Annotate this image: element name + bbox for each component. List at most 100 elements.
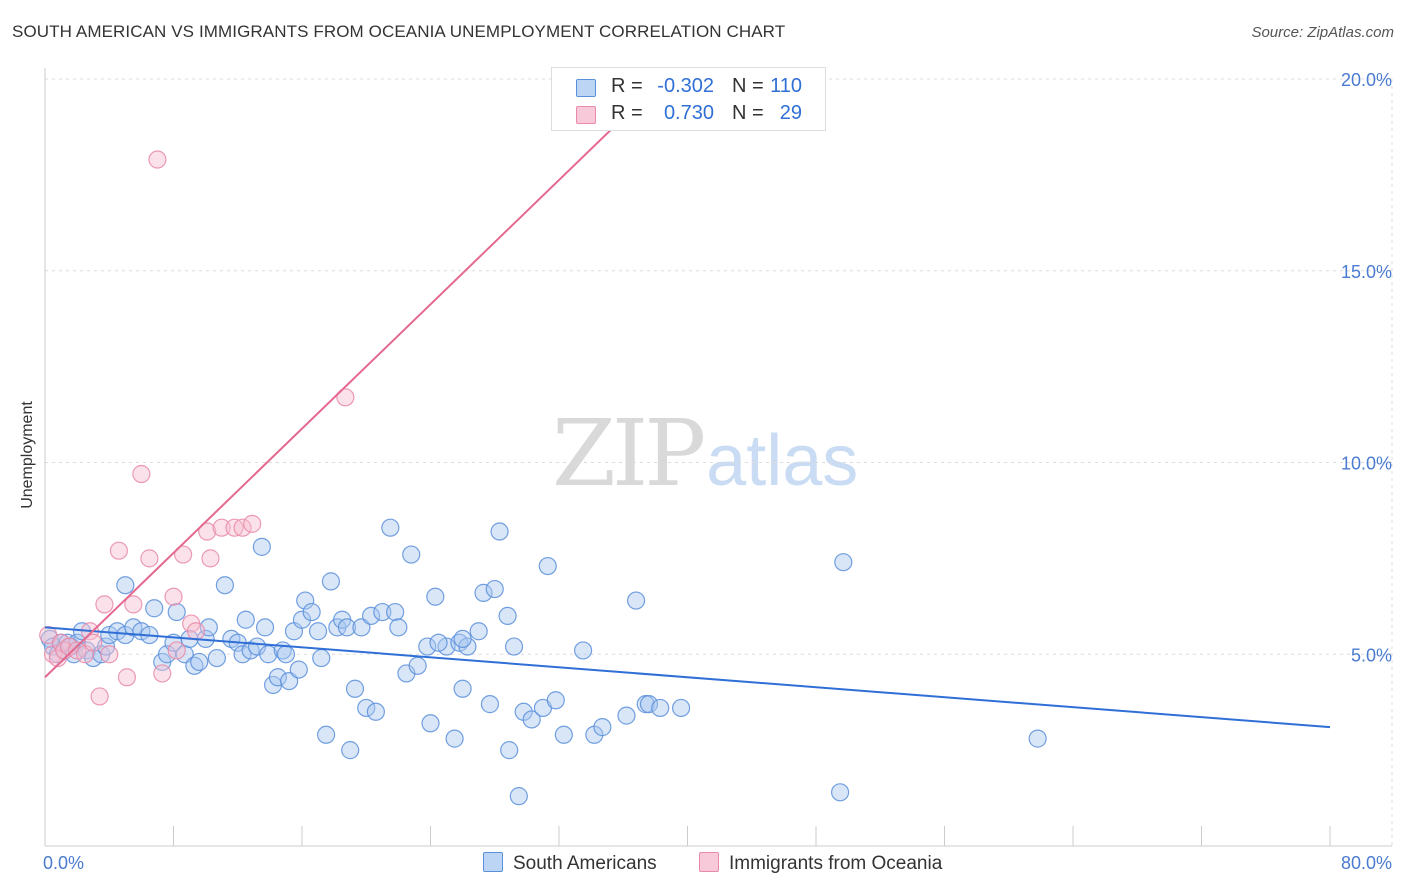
oceania-point (164, 587, 183, 606)
legend-r-value: -0.302 (657, 75, 714, 97)
bottom-legend-oceania: Immigrants from Oceania (699, 852, 942, 875)
south-american-point (381, 518, 400, 537)
south-american-point (157, 645, 177, 664)
south-american-point (671, 698, 691, 718)
oceania-point (109, 541, 128, 560)
south-american-point (321, 572, 341, 591)
legend-r-value: 0.730 (663, 102, 714, 124)
south-american-point (289, 660, 308, 679)
south-american-point (215, 576, 234, 595)
bottom-legend-south-americans: South Americans (483, 852, 657, 875)
south-american-point (418, 637, 437, 656)
oceania-point (212, 518, 231, 537)
axis-layer (44, 68, 1392, 847)
south-american-point (509, 787, 528, 806)
south-american-point (498, 606, 517, 626)
south-american-point (252, 537, 271, 556)
south-american-point (639, 695, 659, 714)
south-american-point (389, 618, 408, 637)
south-american-point (207, 648, 226, 668)
points-layer (39, 96, 1047, 806)
south-american-point (167, 602, 186, 622)
oceania-point (233, 518, 252, 537)
trend-layer (44, 78, 1331, 729)
y-tick-label: 20.0% (1341, 70, 1392, 90)
oceania-point (174, 545, 193, 564)
south-american-point (573, 641, 593, 660)
oceania-point (153, 664, 172, 683)
south-american-point (292, 610, 312, 629)
bottom-legend-swatch-pink (699, 852, 719, 872)
oceania-point (95, 595, 114, 614)
legend-swatch-blue (576, 79, 596, 97)
south-american-point (268, 668, 288, 687)
oceania-point (148, 150, 167, 169)
y-tick-label: 5.0% (1351, 645, 1392, 665)
south-american-point (490, 522, 509, 541)
legend-n-value: 29 (779, 102, 802, 124)
south-american-point (485, 579, 504, 599)
oceania-point (90, 687, 109, 706)
south-american-point (834, 553, 853, 572)
south-american-point (402, 545, 421, 564)
south-american-point (546, 691, 565, 710)
south-american-point (617, 706, 636, 725)
south-american-point (429, 633, 448, 652)
oceania-point (100, 645, 119, 664)
south-american-point (522, 710, 541, 729)
south-american-point (236, 610, 255, 629)
south-american-point (190, 652, 209, 672)
south-american-point (593, 718, 612, 737)
oceania-point (243, 514, 262, 533)
legend-row-south-americans: R = -0.302 N = 110 (552, 73, 825, 101)
south-american-point (504, 637, 524, 656)
south-american-point (276, 645, 296, 664)
oceania-point (140, 549, 159, 568)
south-american-trendline (44, 626, 1331, 729)
legend-n-label: N = (732, 102, 764, 124)
south-american-point (469, 622, 488, 641)
bottom-legend-label: Immigrants from Oceania (729, 853, 943, 874)
legend-n-value: 110 (770, 75, 802, 97)
south-american-point (474, 583, 493, 602)
x-tick-label: 0.0% (43, 853, 84, 873)
correlation-legend: R = -0.302 N = 110 R = 0.730 N = 29 (551, 67, 826, 131)
south-american-point (316, 725, 336, 744)
south-american-point (480, 695, 500, 714)
south-american-point (312, 648, 331, 668)
oceania-point (186, 622, 206, 641)
south-american-point (445, 729, 464, 748)
south-american-point (538, 556, 557, 576)
south-american-point (373, 602, 392, 622)
south-american-point (830, 783, 850, 802)
oceania-point (201, 549, 220, 568)
chart-title: SOUTH AMERICAN VS IMMIGRANTS FROM OCEANI… (12, 22, 786, 41)
south-american-point (116, 576, 135, 595)
south-american-point (408, 656, 427, 675)
south-american-point (421, 714, 440, 733)
south-american-point (1028, 729, 1047, 748)
legend-swatch-pink (576, 106, 596, 124)
ticks-layer: 5.0% 10.0% 15.0% 20.0% 0.0% 80.0% (43, 70, 1392, 873)
south-american-point (386, 602, 405, 622)
south-american-point (296, 591, 315, 610)
south-american-point (651, 698, 670, 718)
south-american-point (341, 741, 360, 760)
oceania-point (84, 633, 103, 652)
south-american-point (453, 679, 472, 698)
bottom-legend-swatch-blue (483, 852, 503, 872)
south-american-point (426, 587, 445, 606)
south-american-point (357, 698, 376, 718)
source-credit: Source: ZipAtlas.com (1251, 24, 1394, 41)
oceania-point (198, 522, 217, 541)
legend-row-oceania: R = 0.730 N = 29 (552, 100, 825, 128)
south-american-point (554, 725, 573, 744)
oceania-point (124, 595, 143, 614)
oceania-point (336, 388, 355, 407)
oceania-trendline (44, 78, 665, 678)
legend-r-label: R = (611, 75, 643, 97)
legend-r-label: R = (611, 102, 643, 124)
grid-layer (45, 78, 1393, 846)
south-american-point (366, 702, 385, 721)
